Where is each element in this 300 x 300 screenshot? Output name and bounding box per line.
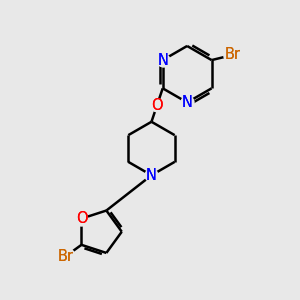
Text: O: O xyxy=(76,211,87,226)
Text: N: N xyxy=(146,168,157,183)
Text: Br: Br xyxy=(58,249,74,264)
Text: O: O xyxy=(151,98,163,112)
Text: Br: Br xyxy=(58,249,74,264)
Text: N: N xyxy=(157,52,168,68)
Text: N: N xyxy=(146,168,157,183)
Text: N: N xyxy=(182,95,193,110)
Text: N: N xyxy=(182,95,193,110)
Text: Br: Br xyxy=(224,47,240,62)
Text: Br: Br xyxy=(224,47,240,62)
Text: O: O xyxy=(151,98,163,112)
Text: N: N xyxy=(157,52,168,68)
Text: O: O xyxy=(76,211,87,226)
